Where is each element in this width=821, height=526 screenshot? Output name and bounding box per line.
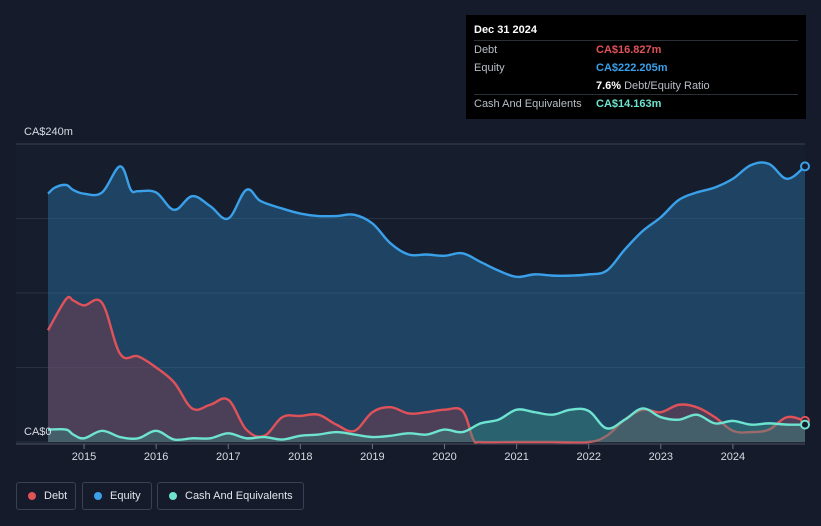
equity-line (47, 161, 806, 279)
x-tick-label: 2020 (432, 451, 456, 463)
x-tick-label: 2018 (288, 451, 312, 463)
legend-cash-dot-icon (169, 492, 177, 500)
x-axis: 2015 2016 2017 2018 2019 2020 2021 2022 2023 2024 (16, 443, 805, 463)
cash-endpoint-marker[interactable] (800, 419, 810, 430)
cash-area (48, 408, 805, 442)
tooltip-cash-label: Cash And Equivalents (474, 97, 582, 110)
equity-endpoint-marker[interactable] (800, 161, 810, 172)
debt-area (48, 296, 805, 443)
tooltip-date: Dec 31 2024 (474, 24, 537, 36)
x-tick-label: 2015 (72, 451, 96, 463)
legend-debt-dot-icon (28, 492, 36, 500)
y-axis: CA$240m CA$0 (24, 126, 73, 438)
series-endpoints (800, 161, 810, 430)
equity-area (48, 162, 805, 443)
tooltip-ratio-value: 7.6% (596, 79, 622, 92)
legend-equity[interactable]: Equity (82, 482, 152, 510)
grid-lines (16, 143, 805, 444)
tooltip-equity-label: Equity (474, 61, 505, 74)
x-tick-label: 2024 (721, 451, 745, 463)
x-tick-label: 2016 (144, 451, 168, 463)
tooltip-debt-row: Debt CA$16.827m (474, 40, 798, 58)
tooltip-panel: Dec 31 2024 Debt CA$16.827m Equity CA$22… (466, 15, 806, 119)
legend-cash-label: Cash And Equivalents (185, 490, 293, 502)
x-tick-label: 2019 (360, 451, 384, 463)
tooltip-equity-value: CA$222.205m (596, 61, 668, 74)
plot-background (16, 144, 805, 444)
series-layer (46, 161, 806, 444)
legend-debt[interactable]: Debt (16, 482, 76, 510)
tooltip-cash-value: CA$14.163m (596, 97, 662, 110)
tooltip-ratio-row: 7.6% Debt/Equity Ratio (474, 76, 798, 94)
x-tick-label: 2017 (216, 451, 240, 463)
x-tick-label: 2022 (576, 451, 600, 463)
legend-equity-label: Equity (110, 490, 141, 502)
legend-equity-dot-icon (94, 492, 102, 500)
x-tick-label: 2023 (649, 451, 673, 463)
x-tick-label: 2021 (504, 451, 528, 463)
tooltip-equity-row: Equity CA$222.205m (474, 58, 798, 76)
legend-debt-label: Debt (44, 490, 68, 502)
y-tick-label: CA$240m (24, 126, 73, 138)
tooltip-ratio-label: Debt/Equity Ratio (624, 79, 710, 92)
legend-cash[interactable]: Cash And Equivalents (157, 482, 304, 510)
y-tick-label: CA$0 (24, 426, 52, 438)
tooltip-cash-row: Cash And Equivalents CA$14.163m (474, 94, 798, 112)
cash-line (47, 407, 806, 442)
tooltip-debt-value: CA$16.827m (596, 43, 662, 56)
tooltip-debt-label: Debt (474, 43, 498, 56)
debt-line (46, 295, 806, 444)
